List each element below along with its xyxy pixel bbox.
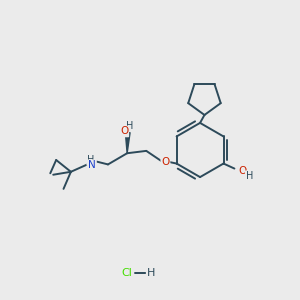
Polygon shape xyxy=(125,133,130,153)
Text: O: O xyxy=(238,167,246,176)
Text: H: H xyxy=(125,121,133,131)
Text: N: N xyxy=(88,160,96,170)
Text: Cl: Cl xyxy=(121,268,132,278)
Text: H: H xyxy=(246,171,253,181)
Text: O: O xyxy=(161,157,169,167)
Text: O: O xyxy=(120,126,128,136)
Text: H: H xyxy=(87,155,94,165)
Text: H: H xyxy=(146,268,155,278)
